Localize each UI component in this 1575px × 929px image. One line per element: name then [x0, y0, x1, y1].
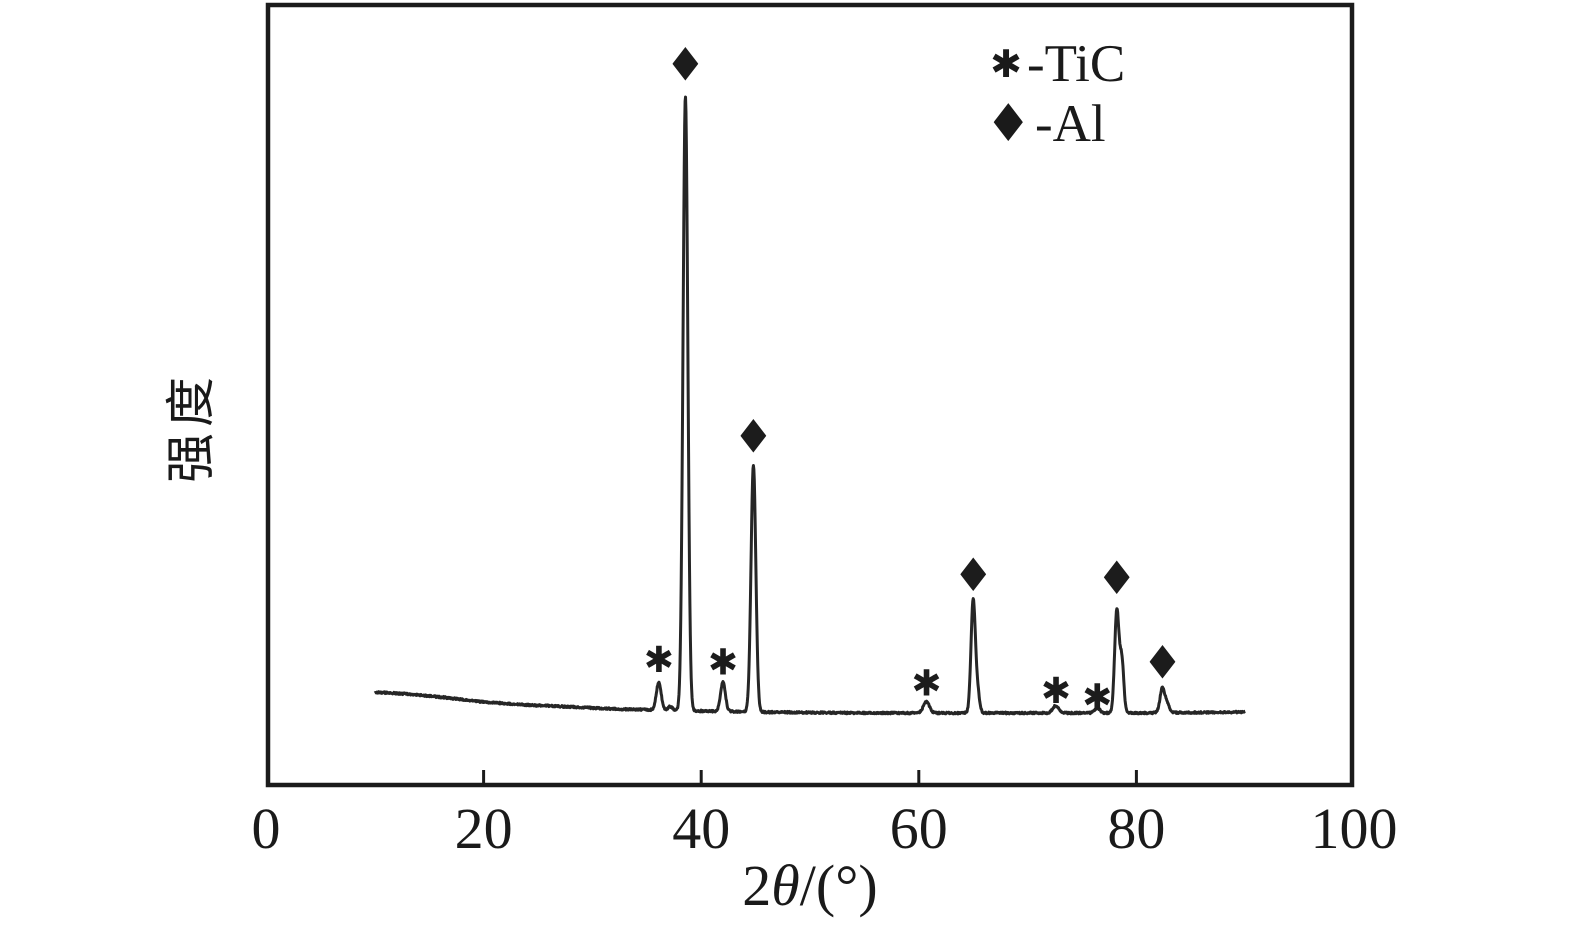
x-tick-label-0: 0 [251, 796, 281, 861]
diamond-marker-82.4: ♦ [1142, 636, 1183, 690]
x-axis-label: 2θ/(°) [742, 854, 877, 918]
diamond-icon: ♦ [985, 94, 1032, 154]
asterisk-icon: ✱ [990, 42, 1022, 86]
x-tick-label-40: 40 [672, 796, 731, 861]
plot-border [265, 2, 1355, 788]
x-tick-label-60: 60 [889, 796, 948, 861]
x-axis-label-suffix: /(°) [799, 853, 878, 918]
asterisk-marker-42: ✱ [708, 642, 738, 683]
legend-label-al: -Al [1035, 95, 1106, 153]
x-tick-label-100: 100 [1310, 796, 1398, 861]
legend-label-tic: -TiC [1027, 35, 1126, 93]
xrd-trace [373, 95, 1247, 716]
diamond-marker-65: ♦ [953, 548, 994, 602]
asterisk-marker-76.4: ✱ [1082, 678, 1112, 719]
x-tick-label-80: 80 [1107, 796, 1166, 861]
diamond-marker-44.8: ♦ [733, 410, 774, 464]
y-axis-label: 强度 [163, 371, 219, 483]
x-axis-label-prefix: 2 [742, 853, 772, 918]
legend: ✱ -TiC ♦ -Al [985, 34, 1125, 154]
x-tick-label-20: 20 [454, 796, 513, 861]
diamond-marker-78.2: ♦ [1096, 551, 1137, 605]
legend-item-al: ♦ -Al [985, 94, 1125, 154]
asterisk-marker-72.6: ✱ [1041, 671, 1071, 712]
x-axis-label-theta: θ [771, 853, 800, 918]
legend-item-tic: ✱ -TiC [985, 34, 1125, 94]
asterisk-marker-60.7: ✱ [911, 663, 941, 704]
diamond-marker-38.55: ♦ [665, 38, 706, 92]
asterisk-marker-36.1: ✱ [644, 640, 674, 681]
